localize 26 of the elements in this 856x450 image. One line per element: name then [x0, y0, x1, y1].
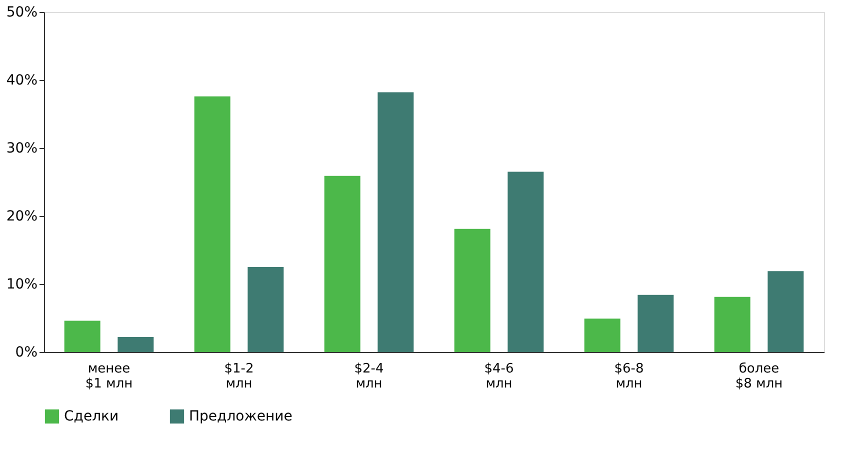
legend-label: Сделки: [64, 408, 119, 424]
y-tick-label: 50%: [6, 4, 38, 20]
x-tick-label: $6-8 млн: [614, 362, 644, 392]
bar: [194, 96, 230, 352]
x-tick-label: $2-4 млн: [354, 362, 384, 392]
bar: [584, 318, 620, 352]
legend-label: Предложение: [189, 408, 292, 424]
y-tick-label: 10%: [6, 276, 38, 292]
bar: [248, 267, 284, 352]
bar: [118, 337, 154, 352]
x-tick-label: менее $1 млн: [85, 362, 133, 392]
x-tick-label: более $8 млн: [735, 362, 783, 392]
x-tick-label: $1-2 млн: [224, 362, 254, 392]
bar: [768, 271, 804, 352]
y-tick-label: 40%: [6, 72, 38, 88]
bar: [508, 172, 544, 352]
y-tick-label: 20%: [6, 208, 38, 224]
y-tick-label: 30%: [6, 140, 38, 156]
bar: [638, 294, 674, 352]
bar: [714, 296, 750, 352]
bar: [324, 176, 360, 352]
bar: [378, 92, 414, 352]
y-tick-label: 0%: [15, 344, 38, 360]
bar: [64, 320, 100, 352]
bar: [454, 228, 490, 352]
x-tick-label: $4-6 млн: [484, 362, 514, 392]
